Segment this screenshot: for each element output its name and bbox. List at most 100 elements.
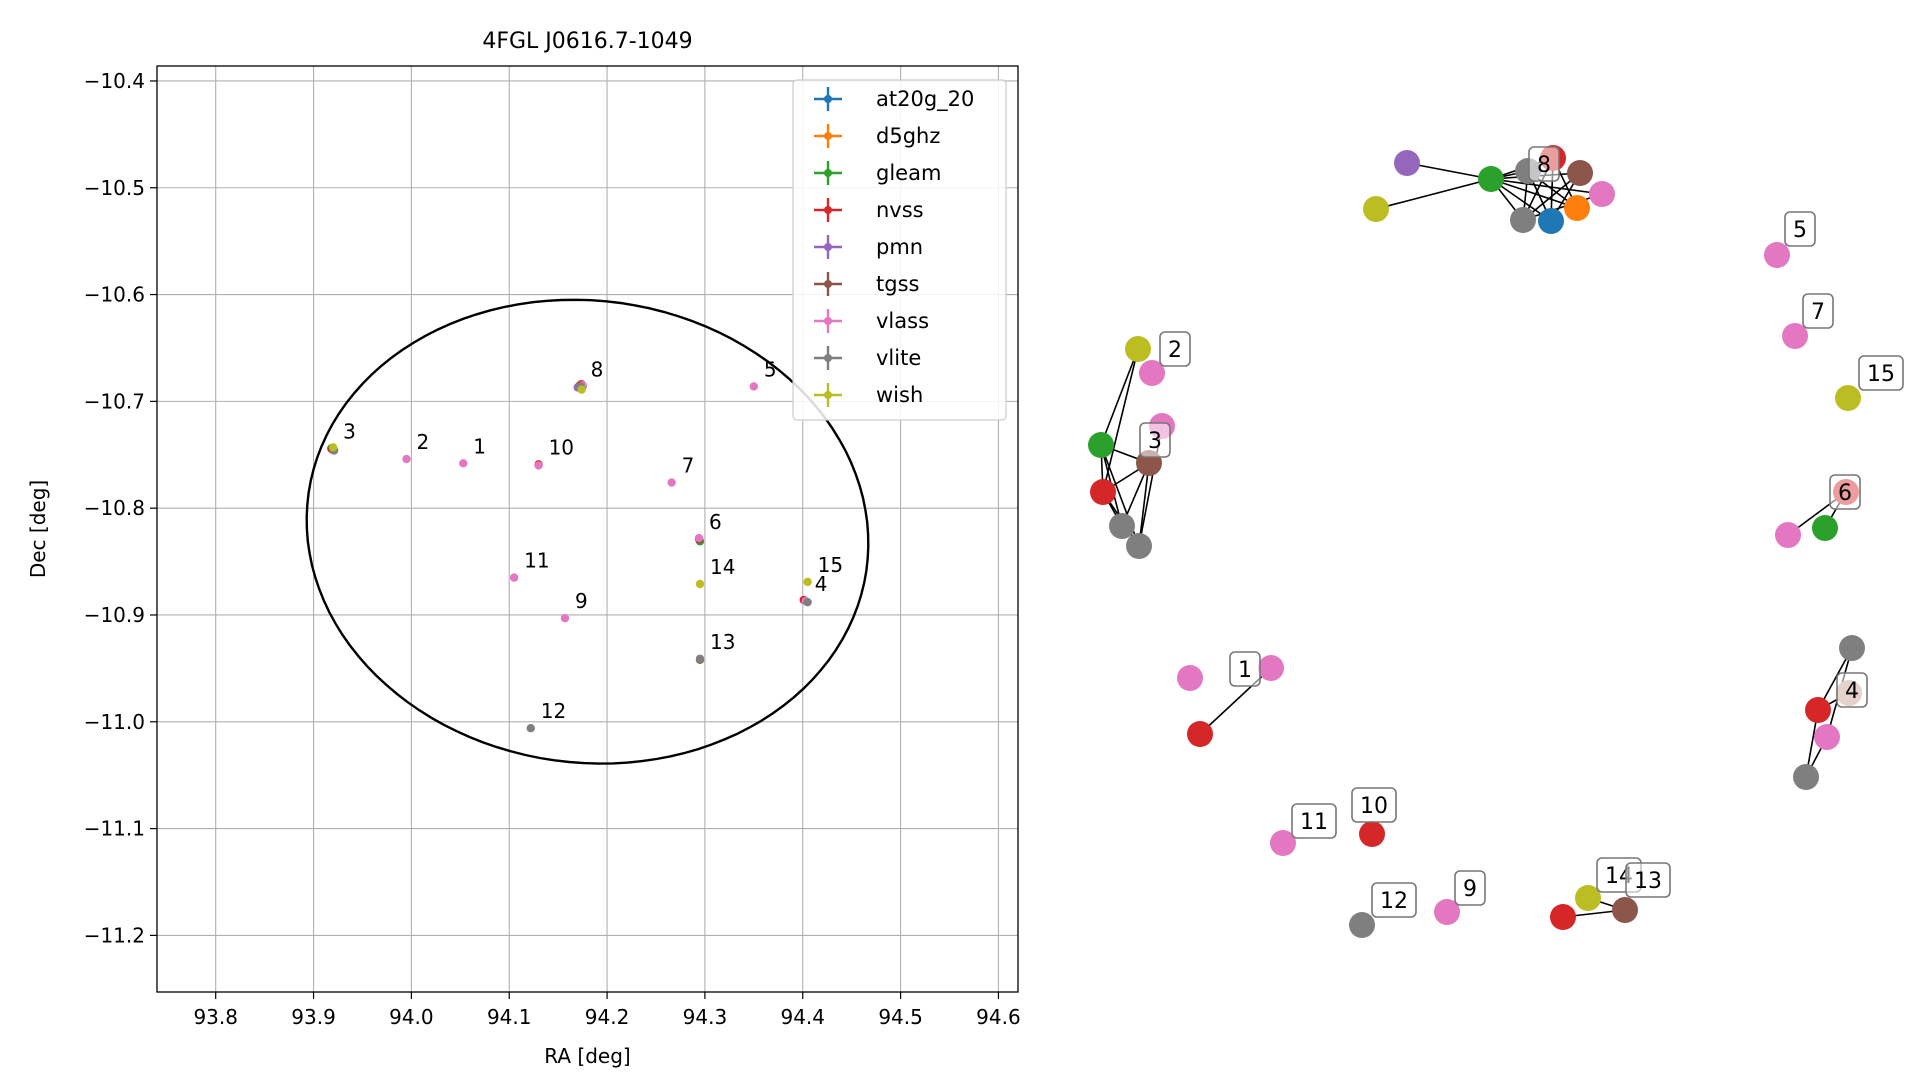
network-label: 8: [1537, 153, 1551, 178]
network-node: [1088, 432, 1114, 458]
point-vlass: [694, 533, 704, 543]
point-vlass: [509, 573, 519, 582]
network-edge: [1375, 178, 1492, 210]
network-label-box: [1351, 787, 1397, 823]
x-tick-label: 93.8: [193, 1005, 238, 1029]
network-label: 3: [1148, 429, 1162, 454]
network-node: [1394, 150, 1420, 176]
annotation-label: 5: [764, 357, 777, 381]
point-vlite: [526, 723, 535, 733]
y-tick-label: −10.5: [84, 176, 145, 200]
network-node: [1589, 181, 1615, 207]
network-label: 1: [1238, 658, 1252, 683]
annotation-label: 13: [710, 630, 735, 654]
legend: at20g_20 d5ghz gleam nvss pmn tgss vlass vlite w…: [792, 79, 1007, 421]
legend-box: [792, 79, 1007, 421]
legend-label: nvss: [876, 198, 924, 222]
network-node: [1564, 195, 1590, 221]
network-edge: [1490, 178, 1603, 195]
x-tick-label: 94.6: [976, 1005, 1021, 1029]
network-node: [1814, 724, 1840, 750]
network-node: [1510, 207, 1536, 233]
chart-title: 4FGL J0616.7-1049: [482, 29, 692, 54]
point-vlass: [534, 461, 543, 470]
network-label-box: [1371, 882, 1417, 918]
y-axis-label: Dec [deg]: [26, 480, 50, 578]
network-label-box: [1139, 422, 1171, 458]
network-node: [1612, 897, 1638, 923]
network-node: [1258, 655, 1284, 681]
network-node: [1359, 821, 1385, 847]
legend-label: pmn: [876, 235, 923, 259]
network-node: [1478, 166, 1504, 192]
network-label-box: [1784, 211, 1816, 247]
x-tick-label: 94.2: [585, 1005, 630, 1029]
network-label: 5: [1793, 218, 1807, 243]
y-tick-label: −10.8: [84, 496, 145, 520]
legend-marker-dot: [824, 132, 832, 140]
network-node: [1363, 196, 1389, 222]
network-label-box: [1454, 870, 1486, 906]
network-label-box: [1829, 474, 1861, 510]
network-node: [1764, 242, 1790, 268]
x-tick-label: 94.3: [683, 1005, 728, 1029]
network-node: [1550, 904, 1576, 930]
x-tick-label: 94.1: [487, 1005, 532, 1029]
network-node: [1805, 697, 1831, 723]
axes-frame: [156, 65, 1019, 993]
annotation-label: 12: [541, 699, 566, 723]
axis-ticks: 93.8 93.9 94.0 94.1 94.2 94.3 94.4 94.5 94.6 −10.…: [84, 69, 1021, 1029]
network-node: [1109, 513, 1135, 539]
legend-marker-dot: [824, 354, 832, 362]
network-node: [1793, 764, 1819, 790]
annotation-label: 4: [815, 572, 828, 596]
network-edges: [1100, 157, 1853, 918]
legend-label: d5ghz: [876, 124, 940, 148]
network-label-box: [1291, 803, 1337, 839]
legend-marker-dot: [824, 280, 832, 288]
y-tick-label: −10.4: [84, 69, 145, 93]
network-label-box: [1836, 672, 1868, 708]
legend-label: vlass: [876, 309, 929, 333]
annotation-label: 9: [575, 589, 588, 613]
legend-marker-dot: [824, 95, 832, 103]
annotation-label: 7: [682, 454, 695, 478]
legend-label: at20g_20: [876, 87, 974, 112]
legend-marker-dot: [824, 391, 832, 399]
uncertainty-ellipse: [305, 298, 870, 765]
x-tick-label: 94.5: [878, 1005, 923, 1029]
annotation-label: 6: [709, 510, 722, 534]
network-label-box: [1858, 355, 1904, 391]
legend-label: vlite: [876, 346, 921, 370]
network-label: 9: [1463, 877, 1477, 902]
point-wish: [328, 443, 338, 452]
annotation-label: 2: [416, 430, 429, 454]
annotation-label: 14: [710, 555, 735, 579]
network-node: [1177, 665, 1203, 691]
network-node: [1139, 360, 1165, 386]
y-tick-label: −10.9: [84, 603, 145, 627]
legend-label: wish: [876, 383, 923, 407]
network-node: [1090, 479, 1116, 505]
point-vlass: [667, 478, 676, 487]
annotation-label: 1: [473, 434, 486, 458]
y-tick-label: −10.7: [84, 389, 145, 413]
network-edge: [1100, 348, 1139, 446]
network-node: [1270, 830, 1296, 856]
network-label: 12: [1380, 889, 1408, 914]
legend-marker-dot: [824, 243, 832, 251]
network-label-box: [1159, 331, 1191, 367]
point-wish: [695, 579, 705, 589]
legend-marker-dot: [824, 206, 832, 214]
network-node: [1782, 323, 1808, 349]
annotation-label: 11: [524, 549, 549, 573]
y-tick-label: −11.1: [84, 817, 145, 841]
network-label: 15: [1867, 362, 1895, 387]
network-label-box: [1528, 146, 1560, 182]
legend-label: tgss: [876, 272, 919, 296]
point-vlass: [402, 454, 411, 464]
